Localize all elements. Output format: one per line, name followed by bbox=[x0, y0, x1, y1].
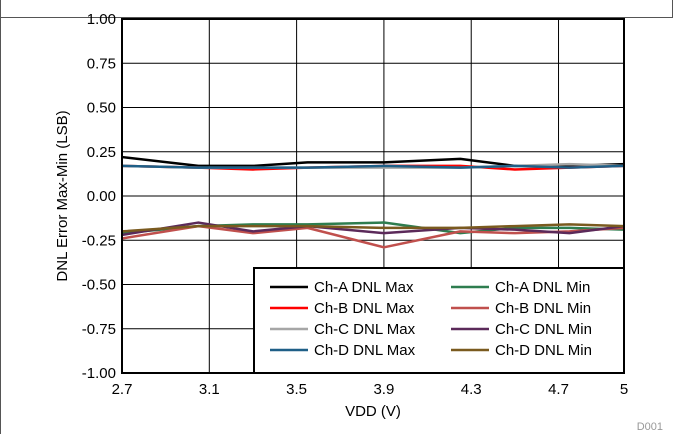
legend-label: Ch-C DNL Min bbox=[495, 321, 592, 338]
y-tick-label: -0.25 bbox=[82, 232, 116, 249]
y-tick-label: 0.75 bbox=[87, 55, 116, 72]
figure-top-border bbox=[0, 0, 673, 18]
legend-label: Ch-A DNL Min bbox=[495, 279, 590, 296]
x-axis-label: VDD (V) bbox=[345, 403, 401, 420]
y-tick-label: -0.50 bbox=[82, 277, 116, 294]
y-axis-label: DNL Error Max-Min (LSB) bbox=[54, 110, 71, 281]
y-tick-label: 0.50 bbox=[87, 100, 116, 117]
legend-label: Ch-D DNL Min bbox=[495, 342, 592, 359]
x-tick-label: 4.3 bbox=[461, 381, 482, 398]
x-tick-labels: 2.7 3.1 3.5 3.9 4.3 4.7 5 bbox=[112, 381, 629, 398]
series-line-8 bbox=[121, 223, 625, 233]
legend-label: Ch-D DNL Max bbox=[314, 342, 416, 359]
legend-box bbox=[253, 267, 625, 374]
y-tick-label: 0.25 bbox=[87, 144, 116, 161]
x-tick-label: 5 bbox=[620, 381, 628, 398]
x-tick-label: 3.1 bbox=[199, 381, 220, 398]
figure-id-annotation: D001 bbox=[637, 421, 663, 433]
legend-label: Ch-B DNL Min bbox=[495, 300, 591, 317]
y-tick-label: 0.00 bbox=[87, 188, 116, 205]
y-tick-label: -1.00 bbox=[82, 365, 116, 382]
x-tick-label: 3.9 bbox=[373, 381, 394, 398]
series-lines bbox=[121, 155, 625, 249]
legend-label: Ch-B DNL Max bbox=[314, 300, 415, 317]
series-line-6 bbox=[121, 224, 625, 249]
figure-left-border bbox=[0, 0, 1, 434]
x-tick-label: 3.5 bbox=[286, 381, 307, 398]
y-tick-labels: -1.00 -0.75 -0.50 -0.25 0.00 0.25 0.50 0.75 1.00 bbox=[82, 11, 116, 382]
y-tick-label: -0.75 bbox=[82, 321, 116, 338]
legend-label: Ch-C DNL Max bbox=[314, 321, 416, 338]
x-tick-label: 4.7 bbox=[548, 381, 569, 398]
legend-label: Ch-A DNL Max bbox=[314, 279, 414, 296]
y-tick-label: 1.00 bbox=[87, 11, 116, 28]
x-tick-label: 2.7 bbox=[112, 381, 133, 398]
series-line-4 bbox=[121, 164, 625, 169]
legend: Ch-A DNL Max Ch-B DNL Max Ch-C DNL Max Ch-D… bbox=[253, 267, 625, 374]
